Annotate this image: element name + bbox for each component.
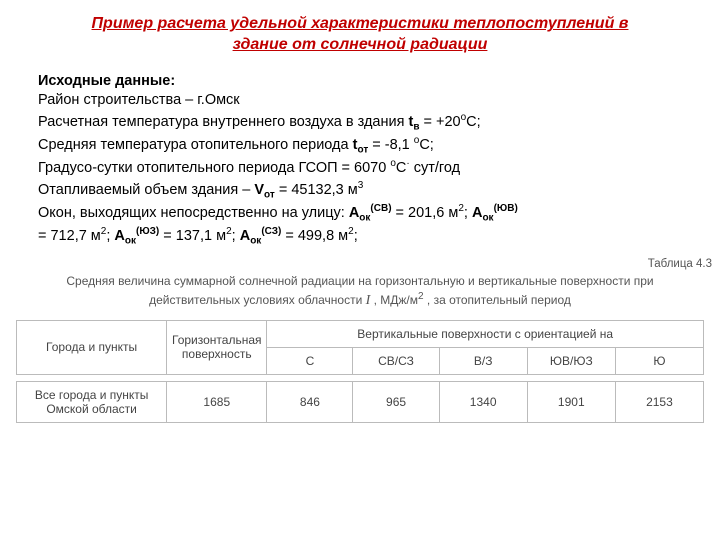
- page-title: Пример расчета удельной характеристики т…: [0, 0, 720, 62]
- cell: 846: [267, 381, 353, 422]
- table-row: Все города и пункты Омской области 1685 …: [17, 381, 704, 422]
- p2: Расчетная температура внутреннего воздух…: [38, 111, 682, 134]
- cell: 2153: [615, 381, 703, 422]
- th-vz: В/З: [439, 347, 527, 374]
- th-s: С: [267, 347, 353, 374]
- th-svsz: СВ/СЗ: [353, 347, 439, 374]
- th-yuvyuz: ЮВ/ЮЗ: [527, 347, 615, 374]
- p5: Отапливаемый объем здания – Vот = 45132,…: [38, 179, 682, 202]
- p7: = 712,7 м2; Аок(ЮЗ) = 137,1 м2; Аок(СЗ) …: [38, 225, 682, 248]
- title-line1: Пример расчета удельной характеристики т…: [92, 15, 629, 32]
- table-caption: Средняя величина суммарной солнечной рад…: [0, 270, 720, 316]
- p4: Градусо-сутки отопительного периода ГСОП…: [38, 157, 682, 178]
- row-label: Все города и пункты Омской области: [17, 381, 167, 422]
- th-vert: Вертикальные поверхности с ориентацией н…: [267, 320, 704, 347]
- table-header-row: Города и пункты Горизонтальная поверхнос…: [17, 320, 704, 347]
- cell: 965: [353, 381, 439, 422]
- cell: 1340: [439, 381, 527, 422]
- th-horiz: Горизонтальная поверхность: [167, 320, 267, 374]
- cell: 1901: [527, 381, 615, 422]
- p3: Средняя температура отопительного период…: [38, 134, 682, 157]
- data-table: Города и пункты Горизонтальная поверхнос…: [16, 320, 704, 423]
- th-city: Города и пункты: [17, 320, 167, 374]
- title-line2: здание от солнечной радиации: [233, 36, 488, 53]
- content-block: Исходные данные: Район строительства – г…: [0, 62, 720, 249]
- th-yu: Ю: [615, 347, 703, 374]
- cell: 1685: [167, 381, 267, 422]
- spacer-row: [17, 374, 704, 381]
- table-label: Таблица 4.3: [0, 258, 720, 270]
- heading: Исходные данные:: [38, 73, 175, 89]
- p6: Окон, выходящих непосредственно на улицу…: [38, 202, 682, 225]
- p1: Район строительства – г.Омск: [38, 91, 682, 111]
